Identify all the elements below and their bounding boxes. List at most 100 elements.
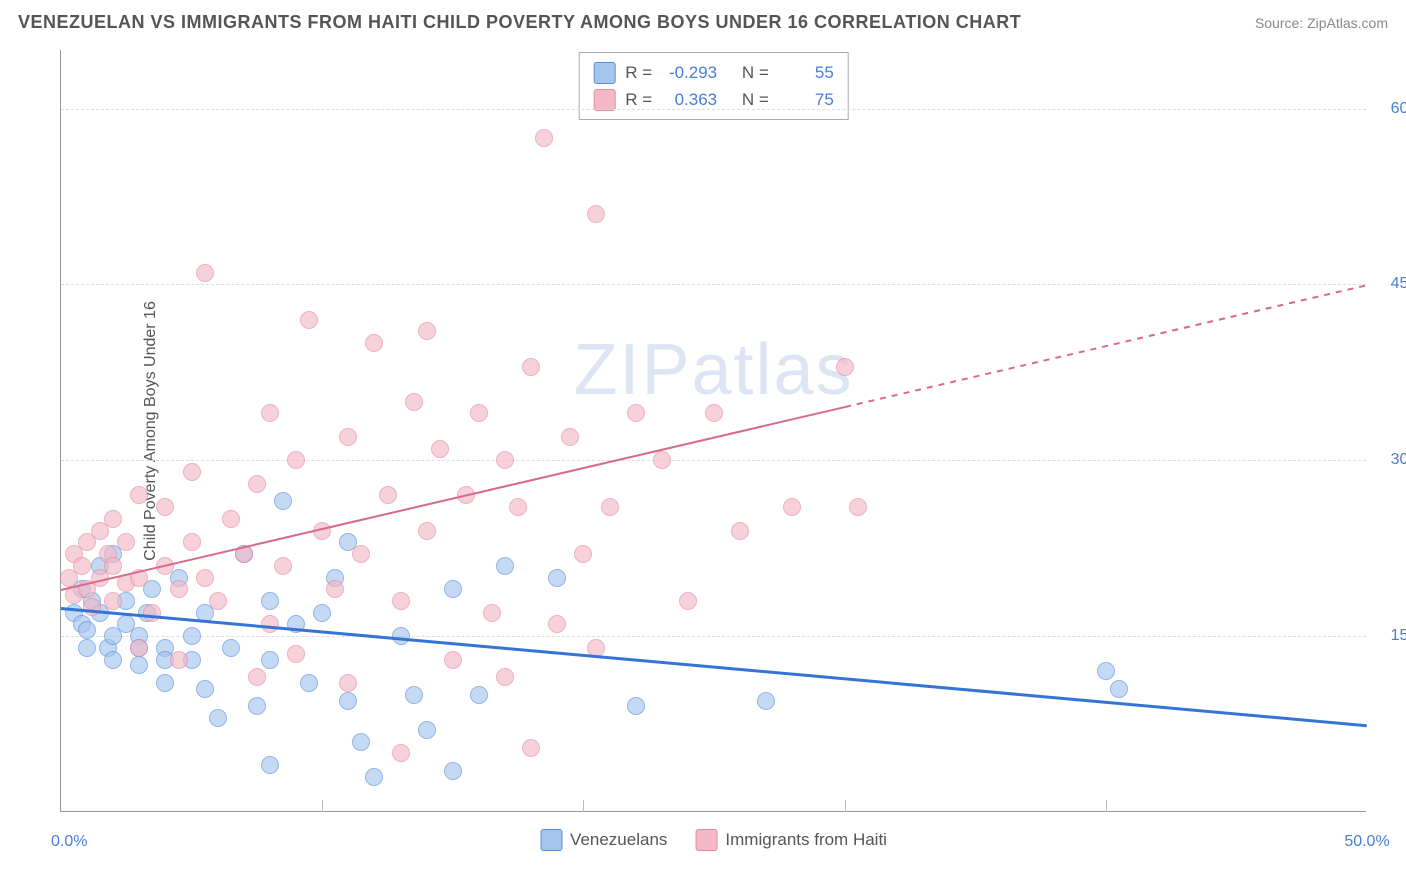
gridline-h (61, 636, 1366, 637)
data-point (405, 686, 423, 704)
data-point (248, 475, 266, 493)
data-point (379, 486, 397, 504)
gridline-h (61, 284, 1366, 285)
x-tick-mark (1106, 800, 1107, 812)
data-point (261, 756, 279, 774)
data-point (248, 697, 266, 715)
watermark: ZIPatlas (573, 329, 853, 411)
data-point (418, 522, 436, 540)
legend-item-series1: Venezuelans (540, 829, 667, 851)
data-point (731, 522, 749, 540)
data-point (326, 580, 344, 598)
data-point (522, 358, 540, 376)
swatch-series2 (695, 829, 717, 851)
data-point (836, 358, 854, 376)
data-point (444, 580, 462, 598)
data-point (274, 557, 292, 575)
x-tick-label: 50.0% (1344, 833, 1389, 851)
data-point (431, 440, 449, 458)
data-point (574, 545, 592, 563)
data-point (339, 692, 357, 710)
data-point (222, 639, 240, 657)
y-tick-label: 60.0% (1391, 100, 1406, 118)
x-tick-mark (322, 800, 323, 812)
stat-R-label: R = (625, 59, 652, 86)
data-point (104, 557, 122, 575)
data-point (130, 639, 148, 657)
trend-line (61, 406, 845, 591)
data-point (365, 768, 383, 786)
data-point (196, 680, 214, 698)
y-tick-label: 15.0% (1391, 627, 1406, 645)
data-point (352, 545, 370, 563)
stat-N-label: N = (742, 59, 769, 86)
data-point (483, 604, 501, 622)
data-point (156, 674, 174, 692)
gridline-h (61, 460, 1366, 461)
data-point (509, 498, 527, 516)
data-point (679, 592, 697, 610)
data-point (287, 645, 305, 663)
data-point (535, 129, 553, 147)
data-point (170, 580, 188, 598)
stats-row-series1: R = -0.293 N = 55 (593, 59, 834, 86)
data-point (405, 393, 423, 411)
data-point (522, 739, 540, 757)
legend-item-series2: Immigrants from Haiti (695, 829, 887, 851)
data-point (548, 569, 566, 587)
data-point (470, 686, 488, 704)
data-point (300, 674, 318, 692)
data-point (352, 733, 370, 751)
data-point (261, 651, 279, 669)
data-point (183, 463, 201, 481)
swatch-series1 (593, 62, 615, 84)
data-point (83, 598, 101, 616)
data-point (418, 721, 436, 739)
data-point (261, 592, 279, 610)
origin-label: 0.0% (51, 833, 87, 851)
data-point (130, 656, 148, 674)
y-axis-label: Child Poverty Among Boys Under 16 (142, 301, 160, 561)
data-point (287, 451, 305, 469)
y-tick-label: 45.0% (1391, 275, 1406, 293)
data-point (73, 557, 91, 575)
data-point (627, 697, 645, 715)
data-point (209, 592, 227, 610)
data-point (392, 744, 410, 762)
data-point (274, 492, 292, 510)
legend-label-series2: Immigrants from Haiti (725, 830, 887, 850)
data-point (601, 498, 619, 516)
data-point (196, 569, 214, 587)
data-point (248, 668, 266, 686)
gridline-h (61, 109, 1366, 110)
data-point (587, 205, 605, 223)
y-tick-label: 30.0% (1391, 451, 1406, 469)
data-point (300, 311, 318, 329)
data-point (1097, 662, 1115, 680)
swatch-series2 (593, 89, 615, 111)
data-point (143, 604, 161, 622)
data-point (418, 322, 436, 340)
x-tick-mark (583, 800, 584, 812)
data-point (117, 533, 135, 551)
data-point (470, 404, 488, 422)
data-point (78, 639, 96, 657)
stat-R-value-series1: -0.293 (662, 59, 717, 86)
stat-N-value-series1: 55 (779, 59, 834, 86)
data-point (757, 692, 775, 710)
legend-label-series1: Venezuelans (570, 830, 667, 850)
swatch-series1 (540, 829, 562, 851)
data-point (183, 533, 201, 551)
data-point (261, 404, 279, 422)
data-point (196, 264, 214, 282)
data-point (365, 334, 383, 352)
data-point (156, 498, 174, 516)
data-point (653, 451, 671, 469)
scatter-chart: Child Poverty Among Boys Under 16 ZIPatl… (60, 50, 1366, 812)
data-point (444, 651, 462, 669)
data-point (548, 615, 566, 633)
data-point (783, 498, 801, 516)
data-point (104, 510, 122, 528)
data-point (209, 709, 227, 727)
data-point (222, 510, 240, 528)
